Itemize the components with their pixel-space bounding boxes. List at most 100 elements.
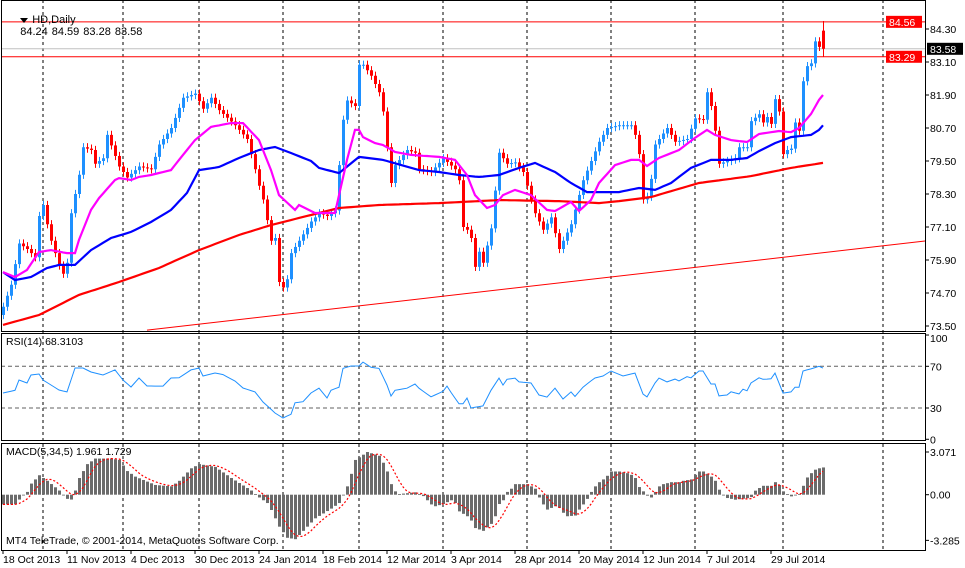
candle [318, 209, 321, 222]
macd-histogram-bar [6, 494, 9, 505]
candle-body [114, 145, 117, 156]
macd-histogram-bar [246, 488, 249, 495]
candle [630, 121, 633, 130]
macd-histogram-bar [762, 485, 765, 495]
candle-body [274, 238, 277, 241]
candle [666, 123, 669, 138]
candle-body [818, 41, 821, 47]
candle-body [558, 233, 561, 249]
macd-histogram-bar [310, 494, 313, 523]
candle [358, 60, 361, 111]
macd-histogram-bar [206, 465, 209, 495]
candle [638, 130, 641, 159]
macd-histogram-bar [766, 485, 769, 495]
candle-body [10, 284, 13, 296]
candle [246, 130, 249, 144]
rsi-tick-label: 30 [930, 403, 942, 415]
candle-body [538, 213, 541, 222]
macd-histogram-bar [338, 494, 341, 504]
price-tick-label: 74.70 [930, 288, 956, 300]
candle-body [474, 238, 477, 267]
candle-body [170, 128, 173, 134]
macd-histogram-bar [482, 494, 485, 531]
macd-histogram-bar [78, 478, 81, 495]
candle-body [78, 174, 81, 194]
candle-body [390, 147, 393, 183]
rsi-line [2, 361, 824, 419]
panel-frame [1, 333, 926, 441]
candle-body [106, 134, 109, 159]
trendline[interactable] [146, 240, 926, 331]
candle [606, 123, 609, 139]
macd-histogram-bar [178, 480, 181, 495]
candle [678, 136, 681, 146]
candle-body [478, 251, 481, 267]
macd-histogram-bar [454, 494, 457, 504]
macd-panel [2, 452, 825, 540]
candle-body [366, 64, 369, 71]
candle-body [286, 279, 289, 288]
macd-histogram-bar [54, 487, 57, 495]
candle-body [302, 234, 305, 241]
macd-histogram-bar [414, 492, 417, 495]
macd-label: MACD(5,34,5) 1.961 1.729 [6, 446, 132, 458]
candle [558, 229, 561, 254]
candle [486, 241, 489, 267]
candle [742, 143, 745, 152]
candle-body [618, 125, 621, 127]
candle-body [454, 165, 457, 170]
trendline-segment[interactable] [146, 240, 926, 331]
candle-body [298, 240, 301, 247]
candle [542, 217, 545, 234]
chart-menu-triangle-icon[interactable] [20, 17, 29, 23]
candle-body [766, 117, 769, 123]
macd-histogram-bar [514, 484, 517, 495]
candle [182, 93, 185, 112]
candle [354, 99, 357, 111]
macd-histogram-bar [158, 485, 161, 495]
candle [382, 88, 385, 116]
macd-histogram-bar [90, 461, 93, 495]
macd-histogram-bar [210, 466, 213, 495]
candle [278, 233, 281, 287]
price-tick-label: 75.90 [930, 255, 956, 267]
macd-histogram-bar [578, 494, 581, 510]
macd-histogram-bar [582, 494, 585, 505]
candle [262, 181, 265, 204]
candle [682, 135, 685, 145]
candle [226, 109, 229, 122]
candle [642, 150, 645, 204]
candle-body [210, 97, 213, 104]
high-value: 84.59 [51, 26, 80, 38]
candle-body [266, 199, 269, 221]
macd-histogram-bar [10, 494, 13, 505]
candle [522, 163, 525, 177]
macd-histogram-bar [146, 481, 149, 495]
candle [342, 115, 345, 170]
candle-body [682, 139, 685, 141]
macd-histogram-bar [182, 476, 185, 495]
candle-body [382, 92, 385, 112]
candle [510, 158, 513, 168]
candle [506, 154, 509, 168]
candle-body [358, 64, 361, 106]
candle-body [510, 163, 513, 165]
macd-histogram-bar [614, 471, 617, 495]
candle [538, 209, 541, 226]
candle [198, 89, 201, 106]
macd-histogram-bar [30, 483, 33, 495]
candle [774, 95, 777, 128]
candle [634, 121, 637, 139]
candle [386, 107, 389, 152]
candle-body [282, 282, 285, 288]
horizontal-lines[interactable] [1, 21, 925, 58]
candle [758, 110, 761, 122]
candle [814, 37, 817, 68]
candle [526, 167, 529, 190]
date-label: 30 Dec 2013 [195, 554, 255, 566]
date-label: 20 May 2014 [579, 554, 640, 566]
mid-moving-average-line [2, 124, 824, 282]
macd-histogram-bar [22, 494, 25, 496]
candle-body [602, 134, 605, 142]
